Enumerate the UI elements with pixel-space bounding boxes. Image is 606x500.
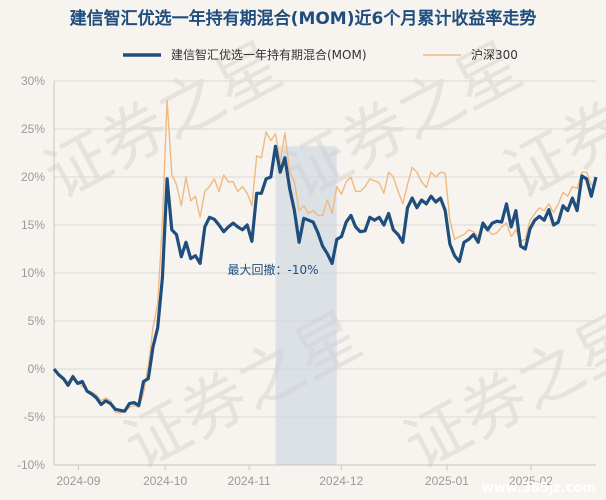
y-tick-label: 20% [21,170,45,184]
site-watermark-text: www.365jz.com [482,481,596,496]
legend: 建信智汇优选一年持有期混合(MOM) 沪深300 [123,47,518,62]
annotations: 最大回撤：-10% [227,262,318,277]
x-tick-label: 2025-01 [425,474,469,488]
y-tick-label: 5% [28,314,46,328]
chart-title: 建信智汇优选一年持有期混合(MOM)近6个月累计收益率走势 [69,9,537,29]
y-tick-label: 15% [21,218,45,232]
y-tick-label: 10% [21,266,45,280]
x-tick-label: 2024-12 [319,474,363,488]
x-tick-label: 2024-11 [228,474,271,488]
y-tick-label: 0% [28,362,46,376]
legend-label: 建信智汇优选一年持有期混合(MOM) [171,47,367,62]
fund-series-line [52,144,598,413]
x-tick-label: 2025-02 [509,474,553,488]
y-tick-label: -5% [24,410,46,424]
drawdown-band [275,146,337,465]
site-watermark: www.365jz.com [482,481,596,496]
legend-label: 沪深300 [471,48,518,62]
max-drawdown-band [275,146,337,465]
x-axis: 2024-09 2024-10 2024-11 2024-12 2025-01 2025-… [54,464,596,488]
x-tick-label: 2024-10 [143,474,187,488]
y-axis: 30% 25% 20% 15% 10% 5% 0% -5% -10% [17,74,55,472]
benchmark-series-line [53,99,596,414]
watermark-text: 证券之星 [393,299,606,485]
y-tick-label: 30% [21,74,45,88]
y-tick-label: -10% [17,458,45,472]
x-tick-label: 2024-09 [56,474,100,488]
y-tick-label: 25% [21,122,45,136]
series-lines [52,99,598,414]
max-drawdown-label: 最大回撤：-10% [227,262,318,277]
